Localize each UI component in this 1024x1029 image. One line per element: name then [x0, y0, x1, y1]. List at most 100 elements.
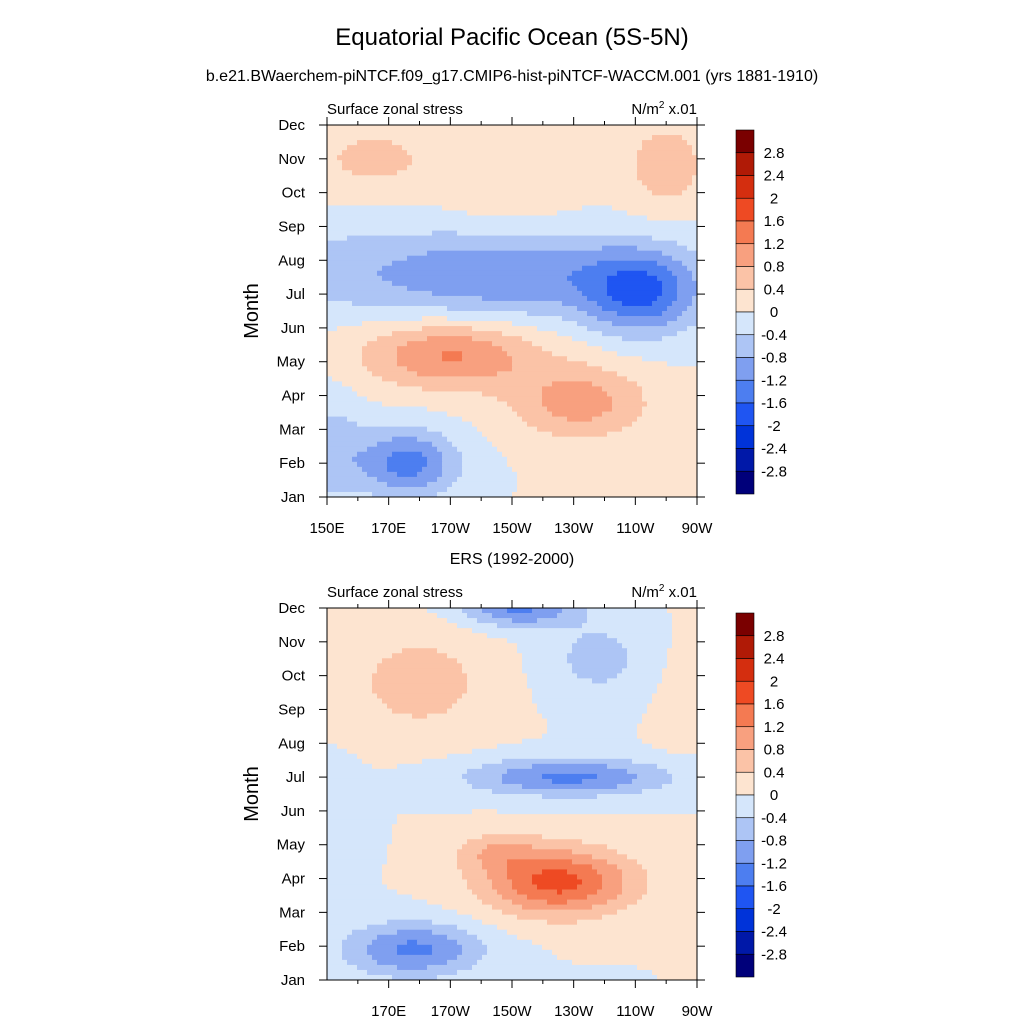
- contour-cell: [607, 899, 638, 906]
- contour-cell: [327, 175, 638, 181]
- contour-cell: [417, 471, 443, 478]
- contour-cell: [327, 255, 408, 262]
- contour-cell: [327, 285, 408, 292]
- contour-cell: [392, 829, 697, 835]
- contour-cell: [472, 326, 538, 332]
- panel-units-label: N/m2 x.01: [631, 100, 697, 118]
- contour-cell: [327, 476, 378, 483]
- contour-cell: [607, 391, 643, 398]
- contour-cell: [387, 703, 453, 710]
- contour-cell: [327, 974, 393, 980]
- contour-cell: [357, 140, 393, 146]
- colorbar-label: 2.8: [764, 628, 785, 645]
- colorbar-swatch: [735, 794, 755, 819]
- contour-cell: [467, 929, 508, 936]
- contour-cell: [472, 783, 523, 790]
- contour-cell: [692, 270, 697, 277]
- contour-cell: [662, 290, 678, 297]
- contour-cell: [667, 265, 688, 272]
- contour-cell: [377, 663, 463, 669]
- contour-cell: [637, 170, 697, 176]
- contour-cell: [572, 663, 628, 669]
- contour-cell: [327, 874, 383, 881]
- y-axis-label: Month: [241, 766, 263, 822]
- contour-cell: [607, 275, 658, 282]
- contour-cell: [642, 788, 697, 795]
- contour-cell: [672, 633, 697, 639]
- contour-cell: [647, 401, 697, 408]
- contour-cell: [597, 300, 623, 307]
- contour-cell: [557, 210, 628, 217]
- contour-cell: [457, 623, 498, 629]
- contour-cell: [517, 643, 573, 649]
- contour-cell: [337, 155, 413, 161]
- contour-cell: [502, 758, 633, 765]
- contour-cell: [467, 884, 493, 891]
- contour-cell: [577, 321, 613, 327]
- contour-cell: [612, 205, 697, 212]
- contour-cell: [622, 336, 663, 342]
- contour-cell: [417, 436, 448, 443]
- contour-cell: [517, 648, 573, 654]
- contour-cell: [532, 939, 697, 946]
- contour-cell: [492, 904, 523, 911]
- x-tick-label: 150E: [309, 520, 344, 537]
- contour-cell: [327, 416, 348, 423]
- contour-cell: [637, 723, 697, 730]
- contour-cell: [492, 341, 533, 347]
- contour-cell: [327, 436, 393, 443]
- contour-cell: [327, 215, 648, 222]
- contour-cell: [392, 331, 503, 337]
- contour-cell: [327, 466, 363, 473]
- contour-cell: [422, 326, 473, 332]
- contour-cell: [427, 713, 543, 720]
- contour-cell: [497, 623, 583, 629]
- contour-cell: [462, 874, 488, 881]
- contour-cell: [412, 713, 428, 720]
- contour-cell: [372, 673, 468, 679]
- contour-cell: [327, 914, 473, 921]
- contour-cell: [642, 396, 697, 403]
- contour-cell: [437, 974, 658, 980]
- contour-cell: [492, 441, 697, 448]
- contour-cell: [327, 768, 468, 775]
- contour-cell: [327, 396, 368, 403]
- contour-cell: [382, 265, 583, 272]
- colorbar-label: -2.4: [761, 441, 787, 458]
- contour-cell: [377, 668, 463, 674]
- colorbar-label: 1.2: [764, 236, 785, 253]
- colorbar-label: 1.2: [764, 719, 785, 736]
- contour-cell: [442, 471, 463, 478]
- contour-cell: [457, 230, 697, 237]
- contour-cell: [327, 130, 697, 136]
- contour-cell: [327, 185, 648, 191]
- contour-cell: [462, 668, 523, 674]
- contour-cell: [382, 658, 458, 664]
- contour-cell: [432, 944, 463, 951]
- colorbar-label: -0.4: [761, 810, 787, 827]
- contour-cell: [462, 356, 513, 362]
- contour-cell: [497, 924, 697, 931]
- contour-cell: [512, 884, 538, 891]
- contour-cell: [572, 859, 608, 865]
- contour-cell: [507, 351, 553, 357]
- contour-cell: [327, 220, 697, 227]
- contour-cell: [417, 371, 498, 377]
- contour-cell: [487, 944, 543, 951]
- contour-cell: [567, 899, 608, 906]
- colorbar-swatch: [735, 885, 755, 910]
- y-tick-label: Nov: [278, 151, 305, 168]
- contour-cell: [327, 280, 393, 287]
- contour-cell: [442, 904, 493, 911]
- colorbar-swatch: [735, 749, 755, 773]
- contour-cell: [532, 698, 653, 705]
- y-tick-label: Dec: [278, 600, 305, 617]
- contour-cell: [457, 864, 483, 871]
- contour-cell: [327, 491, 373, 497]
- contour-cell: [427, 964, 473, 971]
- contour-cell: [447, 959, 478, 966]
- contour-cell: [482, 391, 543, 398]
- colorbar-label: -1.2: [761, 855, 787, 872]
- contour-cell: [437, 491, 513, 497]
